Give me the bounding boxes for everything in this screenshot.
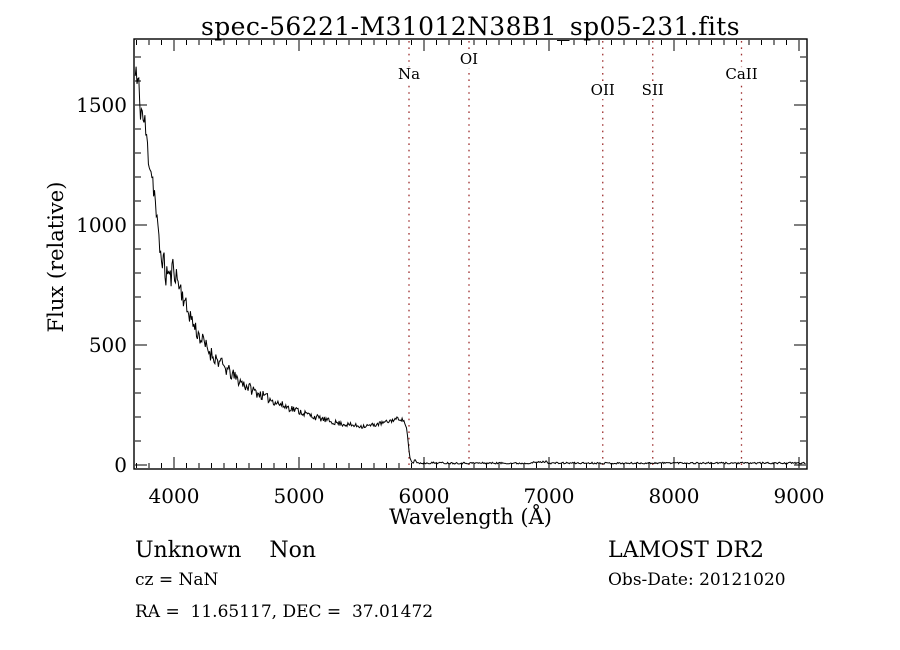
classification-text: Unknown Non (135, 538, 317, 563)
y-axis-title: Flux (relative) (44, 181, 68, 333)
x-tick-label: 8000 (648, 484, 700, 508)
y-tick-label: 1000 (76, 213, 127, 237)
x-tick-label: 7000 (523, 484, 575, 508)
spectral-line-label-sii: SII (639, 81, 666, 100)
ra-dec-text: RA = 11.65117, DEC = 37.01472 (135, 602, 434, 622)
y-tick-label: 1500 (76, 93, 127, 117)
redshift-text: cz = NaN (135, 570, 219, 590)
y-tick-label: 0 (114, 453, 127, 477)
spectral-line-label-caii: CaII (723, 65, 760, 84)
spectrum-trace (134, 66, 806, 465)
x-tick-label: 6000 (398, 484, 450, 508)
spectral-line-label-na: Na (395, 65, 423, 84)
obs-date-text: Obs-Date: 20121020 (608, 570, 786, 590)
plot-title: spec-56221-M31012N38B1_sp05-231.fits (201, 12, 740, 41)
axis-ticks (135, 40, 806, 468)
x-tick-label: 5000 (273, 484, 325, 508)
x-axis-title: Wavelength (Å) (389, 505, 552, 529)
plot-frame (133, 38, 808, 470)
x-tick-label: 9000 (773, 484, 825, 508)
y-tick-label: 500 (88, 333, 127, 357)
spectral-line-label-oii: OII (588, 81, 617, 100)
survey-release-text: LAMOST DR2 (608, 538, 764, 563)
x-tick-label: 4000 (148, 484, 200, 508)
spectral-line-label-oi: OI (457, 50, 481, 69)
